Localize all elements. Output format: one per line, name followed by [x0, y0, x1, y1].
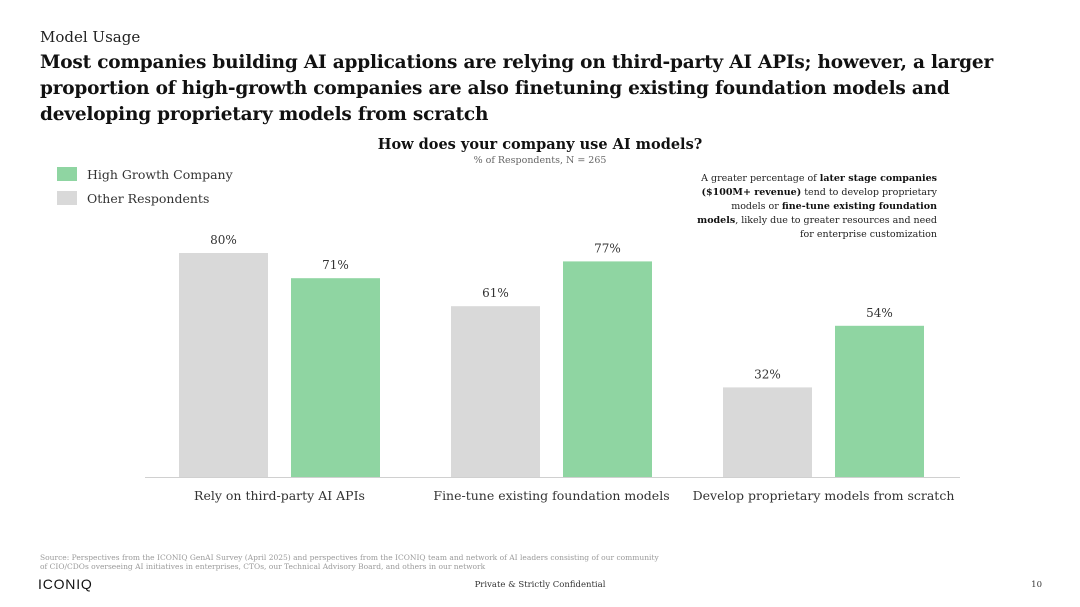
annotation-text-1: A greater percentage of — [701, 173, 820, 184]
bar-high-growth-company-3 — [835, 325, 924, 477]
bar-high-growth-company-1 — [291, 278, 380, 477]
legend-swatch-high-growth — [57, 167, 77, 181]
annotation-text-2: tend to develop proprietary models or — [731, 187, 937, 212]
data-label-other-respondents-2: 61% — [482, 286, 509, 300]
category-label-1: Rely on third-party AI APIs — [194, 488, 365, 503]
bar-high-growth-company-2 — [563, 261, 652, 477]
annotation-bold-2: fine-tune existing foundation models — [697, 201, 937, 226]
chart-annotation: A greater percentage of later stage comp… — [697, 172, 937, 242]
slide-kicker: Model Usage — [40, 28, 141, 46]
legend-label-other: Other Respondents — [87, 190, 210, 206]
chart-title: How does your company use AI models? — [377, 136, 703, 153]
bar-other-respondents-1 — [179, 253, 268, 477]
data-label-other-respondents-3: 32% — [754, 367, 781, 381]
legend-label-high-growth: High Growth Company — [87, 166, 233, 182]
slide-headline: Most companies building AI applications … — [40, 52, 993, 125]
chart-legend: High Growth Company Other Respondents — [57, 162, 233, 210]
page-number: 10 — [1031, 580, 1042, 590]
data-label-other-respondents-1: 80% — [210, 233, 237, 247]
category-label-3: Develop proprietary models from scratch — [693, 488, 955, 503]
confidential-label: Private & Strictly Confidential — [474, 580, 606, 590]
annotation-text-3: , likely due to greater resources and ne… — [735, 215, 937, 240]
chart-subtitle: % of Respondents, N = 265 — [473, 155, 607, 166]
category-label-2: Fine-tune existing foundation models — [433, 488, 669, 503]
legend-item-high-growth: High Growth Company — [57, 162, 233, 186]
iconiq-logo: ICONIQ — [38, 576, 93, 592]
data-label-high-growth-company-1: 71% — [322, 258, 349, 272]
source-note: Source: Perspectives from the ICONIQ Gen… — [40, 553, 659, 571]
legend-swatch-other — [57, 191, 77, 205]
bar-other-respondents-2 — [451, 306, 540, 477]
annotation-bold-1: later stage companies ($100M+ revenue) — [701, 173, 938, 198]
data-label-high-growth-company-2: 77% — [594, 241, 621, 255]
legend-item-other: Other Respondents — [57, 186, 233, 210]
bar-other-respondents-3 — [723, 387, 812, 477]
data-label-high-growth-company-3: 54% — [866, 306, 893, 320]
